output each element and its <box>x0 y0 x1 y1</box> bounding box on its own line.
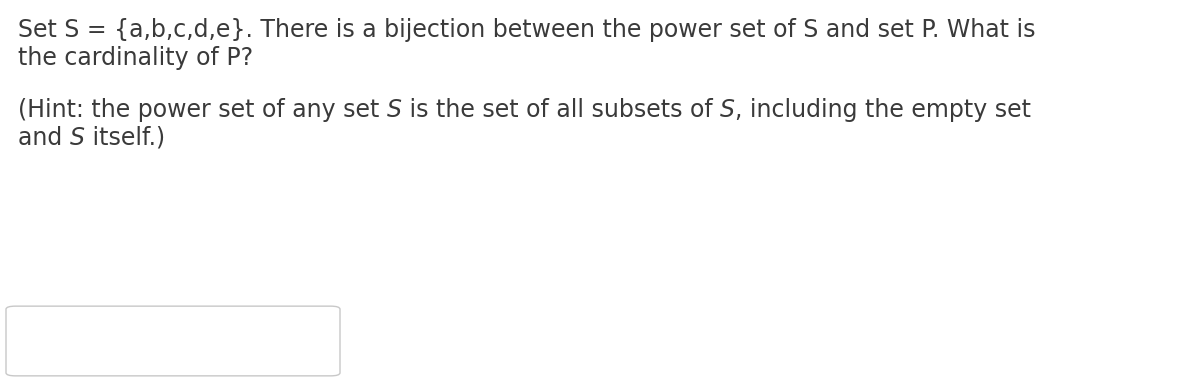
Text: S: S <box>386 98 402 122</box>
Text: , including the empty set: , including the empty set <box>736 98 1031 122</box>
Text: is the set of all subsets of: is the set of all subsets of <box>402 98 720 122</box>
FancyBboxPatch shape <box>6 306 340 376</box>
Text: the cardinality of P?: the cardinality of P? <box>18 46 253 70</box>
Text: and: and <box>18 126 70 150</box>
Text: S: S <box>720 98 736 122</box>
Text: itself.): itself.) <box>85 126 164 150</box>
Text: (Hint: the power set of any set: (Hint: the power set of any set <box>18 98 386 122</box>
Text: Set S = {a,b,c,d,e}. There is a bijection between the power set of S and set P. : Set S = {a,b,c,d,e}. There is a bijectio… <box>18 18 1036 42</box>
Text: S: S <box>70 126 85 150</box>
